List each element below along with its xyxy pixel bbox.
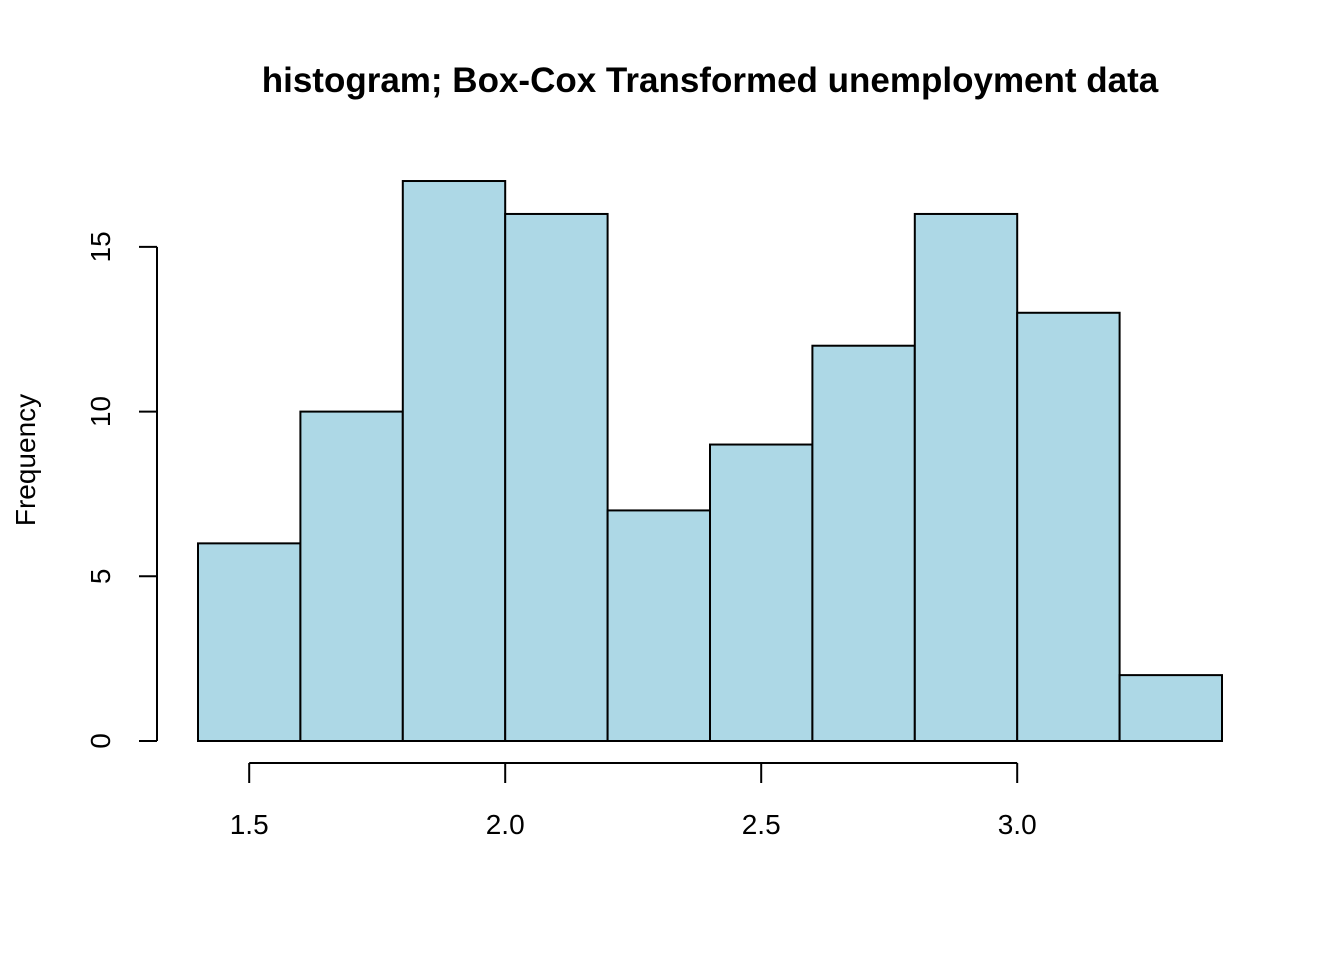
chart-title: histogram; Box-Cox Transformed unemploym… bbox=[262, 61, 1159, 100]
y-tick-label: 15 bbox=[85, 231, 116, 262]
x-axis: 1.5 2.0 2.5 3.0 bbox=[230, 762, 1037, 840]
histogram-bar bbox=[401, 180, 507, 742]
y-tick-label: 5 bbox=[85, 569, 116, 585]
histogram-bar bbox=[1016, 311, 1121, 742]
y-tick-label: 0 bbox=[85, 733, 116, 749]
histogram-bar bbox=[709, 443, 814, 742]
histogram-bar bbox=[504, 212, 609, 742]
histogram-bar bbox=[811, 344, 916, 742]
y-axis: 0 5 10 15 bbox=[85, 231, 158, 749]
histogram-bar bbox=[299, 410, 404, 742]
x-tick-label: 1.5 bbox=[230, 809, 269, 840]
x-tick-label: 3.0 bbox=[998, 809, 1037, 840]
histogram-bar bbox=[197, 542, 302, 742]
x-tick-label: 2.5 bbox=[742, 809, 781, 840]
histogram-bar bbox=[913, 212, 1019, 742]
y-axis-label: Frequency bbox=[10, 394, 41, 526]
y-tick-label: 10 bbox=[85, 396, 116, 427]
histogram-bar bbox=[1118, 674, 1223, 742]
bars-group bbox=[197, 180, 1223, 743]
x-tick-label: 2.0 bbox=[486, 809, 525, 840]
histogram-bar bbox=[606, 509, 711, 743]
